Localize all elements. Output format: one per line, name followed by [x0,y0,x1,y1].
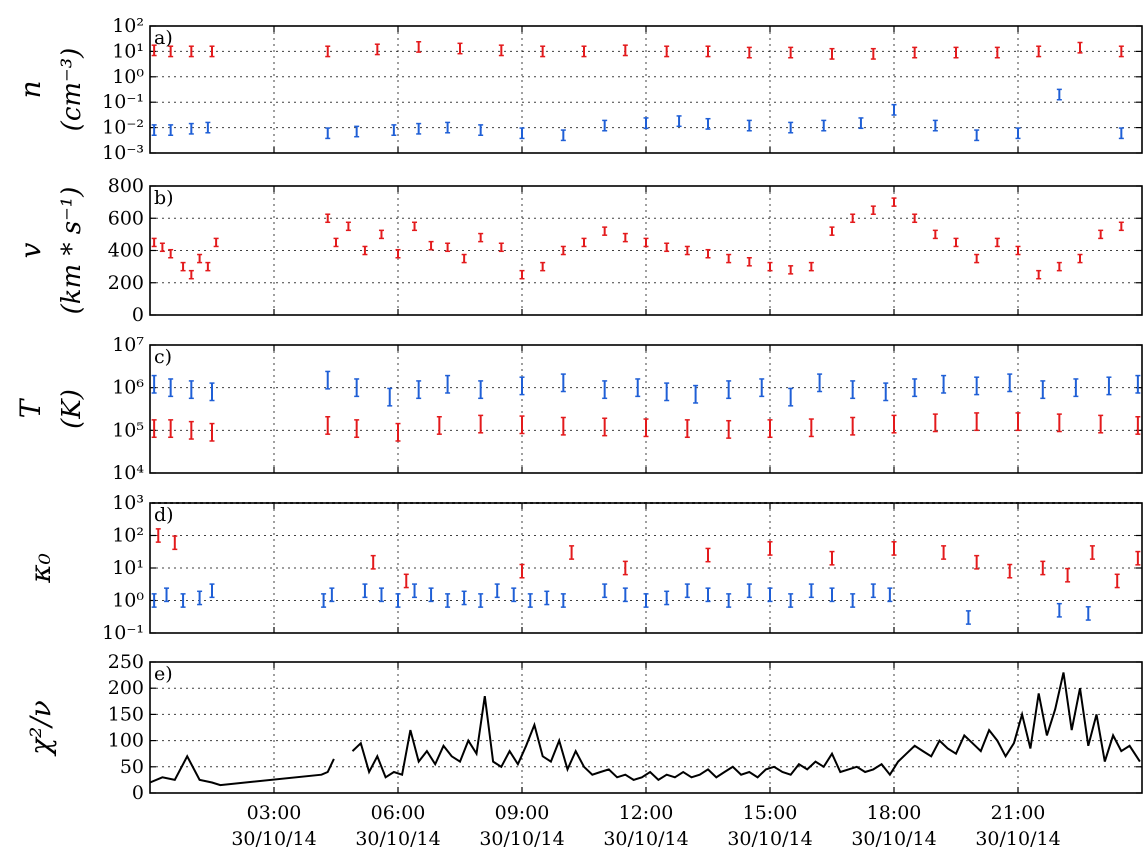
y-tick-label: 10⁶ [112,377,144,399]
x-tick-time: 12:00 [619,802,674,824]
panel-d: 10⁻¹ 10⁰ 10¹ 10² 10³ d) κ₀ [24,492,1143,644]
y-tick-label: 10¹ [112,40,144,62]
y-axis-symbol: v [14,242,47,258]
panel-label: c) [154,346,172,368]
axes-frame [149,502,1143,634]
y-tick-label: 10² [112,525,144,547]
panel-a: 10⁻³ 10⁻² 10⁻¹ 10⁰ 10¹ 10² a) n (cm⁻³) [14,15,1143,164]
y-axis-symbol: T [14,397,47,418]
y-tick-label: 0 [132,304,144,326]
axes-frame [149,344,1143,474]
x-tick-date: 30/10/14 [975,828,1060,850]
series-line [351,672,1141,782]
x-tick-time: 06:00 [371,802,426,824]
y-axis-unit: (K) [57,389,87,429]
panel-e: 0 50 100 150 200 250 e) χ²/ν [24,651,1143,804]
y-tick-label: 10¹ [112,557,144,579]
x-tick-time: 09:00 [495,802,550,824]
x-tick-date: 30/10/14 [355,828,440,850]
y-tick-label: 100 [108,730,144,752]
x-tick-date: 30/10/14 [727,828,812,850]
x-tick-date: 30/10/14 [603,828,688,850]
axes-frame [149,25,1143,154]
y-tick-label: 10⁻¹ [102,622,144,644]
axes-frame [149,185,1143,316]
panel-c: 10⁴ 10⁵ 10⁶ 10⁷ c) T (K) [14,334,1143,484]
y-tick-label: 10² [112,15,144,37]
y-tick-label: 10⁰ [112,590,144,612]
y-tick-label: 10³ [112,492,144,514]
panel-label: a) [154,27,173,49]
axes-frame [149,661,1143,794]
y-tick-label: 10⁴ [112,462,144,484]
x-tick-date: 30/10/14 [851,828,936,850]
panel-label: b) [154,187,174,209]
x-tick-date: 30/10/14 [231,828,316,850]
y-tick-label: 10⁻³ [102,142,144,164]
y-tick-label: 50 [120,756,144,778]
series-line [149,754,335,787]
y-tick-label: 10⁷ [112,334,144,356]
panel-label: e) [154,663,173,685]
y-tick-label: 250 [108,651,144,673]
y-axis-symbol: κ₀ [24,553,57,584]
y-tick-label: 200 [108,272,144,294]
x-tick-time: 21:00 [991,802,1046,824]
y-axis-symbol: n [14,80,47,98]
y-tick-label: 800 [108,175,144,197]
y-tick-label: 0 [132,782,144,804]
y-tick-label: 150 [108,703,144,725]
x-tick-time: 03:00 [247,802,302,824]
y-tick-label: 400 [108,240,144,262]
x-axis-labels: 03:00 30/10/14 06:00 30/10/14 09:00 30/10/14 1… [231,802,1060,850]
x-tick-time: 18:00 [867,802,922,824]
y-tick-label: 600 [108,207,144,229]
y-tick-label: 10⁵ [112,419,144,441]
y-tick-label: 200 [108,677,144,699]
y-axis-unit: (cm⁻³) [57,48,87,132]
y-tick-label: 10⁻¹ [102,91,144,113]
y-tick-label: 10⁻² [102,117,144,139]
panel-label: d) [154,504,174,526]
y-axis-unit: (km * s⁻¹) [57,187,87,315]
y-tick-label: 10⁰ [112,66,144,88]
y-axis-symbol: χ²/ν [24,700,57,757]
panel-b: 0 200 400 600 800 b) v (km * s⁻¹) [14,175,1143,326]
x-tick-time: 15:00 [743,802,798,824]
x-tick-date: 30/10/14 [479,828,564,850]
